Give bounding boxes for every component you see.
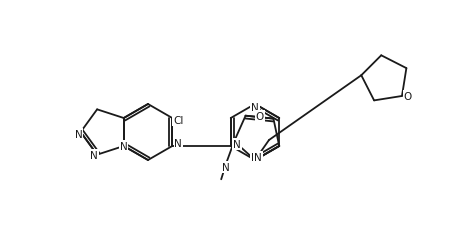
Text: N: N <box>222 162 230 173</box>
Text: O: O <box>404 92 412 101</box>
Text: N: N <box>90 150 98 160</box>
Text: N: N <box>120 141 128 151</box>
Text: O: O <box>255 111 264 121</box>
Text: N: N <box>251 103 259 112</box>
Text: N: N <box>175 138 182 148</box>
Text: N: N <box>233 140 241 150</box>
Text: N: N <box>75 129 83 139</box>
Text: Cl: Cl <box>173 115 184 126</box>
Text: N: N <box>251 152 259 162</box>
Text: N: N <box>254 152 262 162</box>
